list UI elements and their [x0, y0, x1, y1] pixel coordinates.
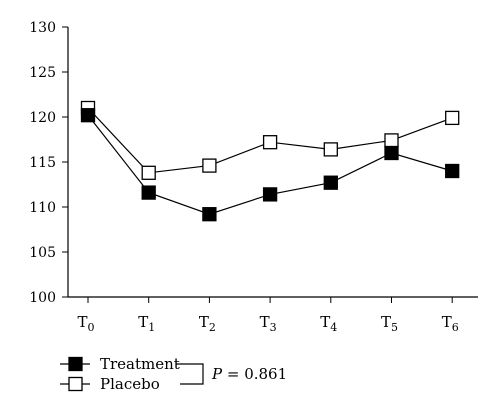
x-tick-label: T6 — [442, 313, 459, 334]
y-tick-label: 125 — [29, 65, 56, 81]
legend-label-placebo: Placebo — [100, 375, 160, 393]
y-tick-label: 105 — [29, 245, 56, 261]
treatment-marker — [80, 108, 96, 123]
treatment-marker — [384, 145, 399, 161]
x-tick-label: T5 — [381, 313, 398, 334]
treatment-marker — [262, 187, 278, 202]
placebo-marker — [262, 135, 278, 150]
y-axis-ticks: 100 105 110 115 120 125 130 — [29, 20, 68, 306]
y-tick-label: 100 — [29, 290, 56, 306]
treatment-marker — [202, 207, 217, 222]
placebo-marker — [202, 158, 217, 173]
p-value-annotation: P = 0.861 — [211, 365, 287, 383]
x-tick-label: T4 — [320, 313, 337, 334]
x-tick-label: T2 — [199, 313, 216, 334]
series-markers — [80, 100, 460, 222]
treatment-marker — [445, 163, 460, 179]
placebo-marker — [445, 110, 460, 126]
x-tick-label: T0 — [77, 313, 94, 334]
treatment-legend-marker — [68, 356, 83, 372]
placebo-marker — [141, 165, 156, 180]
treatment-marker — [141, 185, 156, 200]
x-tick-label: T3 — [260, 313, 277, 334]
x-axis-ticks: T0 T1 T2 T3 T4 T5 T6 — [77, 297, 459, 334]
legend-bracket — [176, 363, 204, 385]
y-tick-label: 110 — [29, 200, 56, 216]
y-tick-label: 115 — [29, 155, 56, 171]
legend: Treatment Placebo P = 0.861 — [60, 355, 287, 393]
placebo-marker — [384, 133, 399, 148]
legend-label-treatment: Treatment — [100, 355, 180, 373]
y-tick-label: 120 — [29, 110, 56, 126]
y-tick-label: 130 — [29, 20, 56, 36]
treatment-marker — [323, 175, 338, 190]
chart-axes — [67, 27, 478, 298]
placebo-legend-marker — [68, 376, 83, 392]
x-tick-label: T1 — [138, 313, 155, 334]
placebo-marker — [323, 142, 338, 157]
